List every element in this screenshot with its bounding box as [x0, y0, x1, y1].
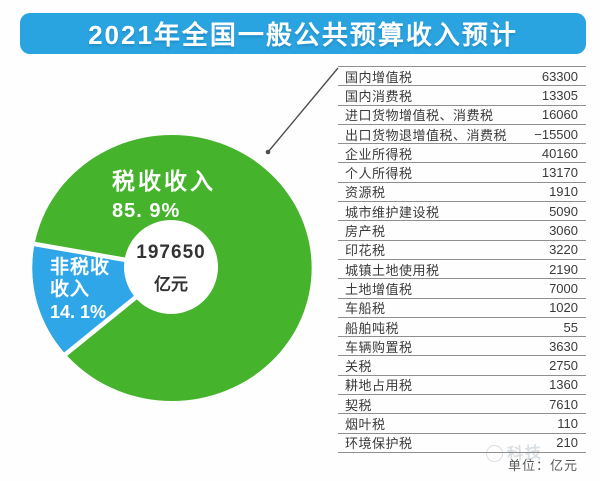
table-row: 车辆购置税 3630: [338, 337, 586, 357]
tax-revenue-percent: 85. 9%: [112, 200, 181, 222]
table-row: 车船税 1020: [338, 299, 586, 318]
tax-name: 进口货物增值税、消费税: [345, 108, 494, 124]
tax-amount: 2750: [549, 358, 578, 374]
tax-amount: 7000: [549, 280, 578, 296]
tax-name: 城市维护建设税: [345, 204, 440, 220]
tax-amount: 3630: [549, 338, 578, 354]
tax-amount: 13170: [541, 165, 578, 181]
table-row: 房产税 3060: [338, 221, 586, 241]
callout-line: [267, 67, 339, 153]
tax-name: 烟叶税: [345, 417, 386, 432]
donut-hole: [124, 220, 218, 314]
tax-amount: 63300: [541, 68, 578, 84]
tax-amount: 110: [557, 415, 578, 431]
tax-revenue-slice-label: 税收收入 85. 9%: [112, 162, 216, 223]
tax-amount: 1360: [549, 377, 578, 393]
nontax-revenue-percent: 14. 1%: [50, 302, 107, 322]
table-row: 出口货物退增值税、消费税 −15500: [338, 125, 586, 145]
tax-revenue-name: 税收收入: [112, 168, 216, 194]
tax-amount: 3060: [549, 223, 578, 239]
table-row: 契税 7610: [338, 395, 586, 415]
tax-name: 船舶吨税: [345, 320, 400, 336]
tax-amount: 40160: [541, 145, 578, 161]
tax-name: 车船税: [345, 301, 386, 317]
tax-amount: 55: [563, 319, 578, 335]
table-row: 企业所得税 40160: [338, 144, 586, 164]
unit-note: 单位：亿元: [507, 458, 578, 473]
tax-name: 个人所得税: [345, 166, 413, 182]
tax-name: 城镇土地使用税: [345, 262, 440, 278]
tax-name: 车辆购置税: [345, 339, 413, 355]
tax-name: 耕地占用税: [345, 378, 413, 394]
table-row: 烟叶税 110: [338, 414, 586, 434]
table-row: 进口货物增值税、消费税 16060: [338, 106, 586, 125]
tax-amount: −15500: [534, 126, 578, 142]
tax-amount: 1020: [549, 300, 578, 316]
tax-amount: 3220: [549, 242, 578, 258]
tax-amount: 16060: [541, 107, 578, 123]
tax-name: 企业所得税: [345, 146, 413, 162]
table-row: 船舶吨税 55: [338, 318, 586, 338]
table-row: 国内消费税 13305: [338, 86, 586, 106]
watermark-text: 科技: [506, 444, 544, 464]
tax-name: 契税: [345, 397, 373, 413]
callout-dot: [265, 149, 271, 155]
nontax-revenue-name-line2: 收入: [50, 279, 91, 300]
table-row: 耕地占用税 1360: [338, 376, 586, 396]
tax-name: 出口货物退增值税、消费税: [345, 127, 508, 143]
tax-amount: 7610: [549, 396, 578, 412]
table-row: 印花税 3220: [338, 241, 586, 260]
tax-table: 国内增值税 63300 国内消费税 13305 进口货物增值税、消费税 1606…: [338, 66, 586, 453]
tax-name: 土地增值税: [345, 281, 413, 297]
tax-amount: 5090: [549, 203, 578, 219]
watermark-logo-icon: [485, 444, 504, 462]
total-revenue-value: 197650: [136, 242, 206, 263]
table-row: 个人所得税 13170: [338, 163, 586, 183]
table-row: 城市维护建设税 5090: [338, 202, 586, 222]
watermark: 科技: [485, 439, 544, 466]
tax-name: 关税: [345, 359, 373, 375]
title-banner: 2021年全国一般公共预算收入预计: [20, 13, 586, 54]
total-revenue-unit: 亿元: [154, 275, 188, 294]
tax-name: 印花税: [345, 243, 386, 259]
table-row: 环境保护税 210: [338, 434, 586, 453]
total-revenue-label: 197650 亿元: [91, 242, 251, 295]
tax-name: 国内消费税: [345, 88, 413, 104]
tax-amount: 2190: [549, 261, 578, 277]
tax-name: 房产税: [345, 224, 386, 240]
table-row: 关税 2750: [338, 356, 586, 376]
tax-amount: 13305: [541, 87, 578, 103]
nontax-revenue-slice-label: 非税收 收入 14. 1%: [50, 257, 110, 323]
page-title: 2021年全国一般公共预算收入预计: [88, 20, 518, 50]
tax-name: 国内增值税: [345, 69, 413, 85]
table-row: 国内增值税 63300: [338, 67, 586, 87]
table-row: 土地增值税 7000: [338, 279, 586, 299]
tax-name: 环境保护税: [345, 436, 413, 452]
table-row: 城镇土地使用税 2190: [338, 260, 586, 280]
table-row: 资源税 1910: [338, 183, 586, 203]
tax-amount: 1910: [549, 184, 578, 200]
tax-amount: 210: [556, 435, 578, 451]
nontax-revenue-name-line1: 非税收: [50, 257, 111, 278]
tax-name: 资源税: [345, 185, 386, 201]
